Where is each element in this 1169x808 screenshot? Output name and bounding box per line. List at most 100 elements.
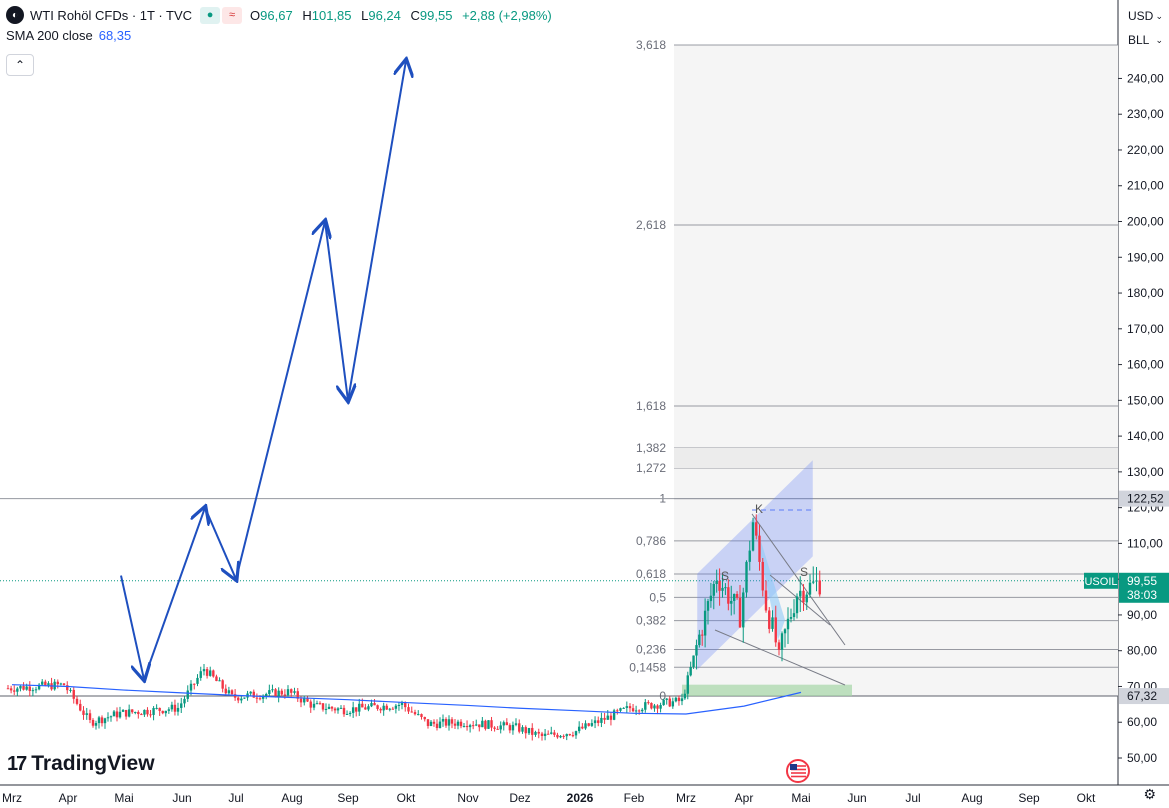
time-tick-label: Jul <box>228 791 243 805</box>
chart-legend: ◐ WTI Rohöl CFDs · 1T · TVC ● ≈ O96,67 H… <box>6 6 552 43</box>
candle <box>521 727 524 732</box>
candle <box>100 717 104 724</box>
gear-icon[interactable]: ⚙ <box>1143 786 1156 802</box>
price-tick-label: 130,00 <box>1127 465 1164 479</box>
candle <box>634 710 638 712</box>
candle <box>134 711 137 713</box>
candle <box>593 720 597 724</box>
candle <box>155 707 158 709</box>
candle <box>140 714 143 716</box>
candle <box>496 728 499 730</box>
candle <box>249 691 252 694</box>
candle <box>534 731 537 735</box>
candle <box>379 708 382 711</box>
data-provider-icon[interactable]: ≈ <box>222 6 243 24</box>
candle <box>556 734 559 738</box>
price-tick-label: 90,00 <box>1127 608 1157 622</box>
candle <box>742 592 745 628</box>
candle <box>237 697 240 701</box>
price-tick-label: 170,00 <box>1127 322 1164 336</box>
candle <box>152 707 155 715</box>
candle <box>812 581 815 583</box>
candle <box>183 698 186 704</box>
price-tick-label: 60,00 <box>1127 715 1157 729</box>
candle <box>88 713 92 720</box>
candle <box>764 590 768 611</box>
candle <box>44 681 47 686</box>
unit-selector[interactable]: BLL ⌄ <box>1124 30 1164 50</box>
projection-arrow <box>324 221 348 401</box>
projection-arrow <box>235 222 325 580</box>
candle <box>28 686 31 691</box>
candle <box>502 722 505 726</box>
candles <box>6 514 821 741</box>
candle <box>318 703 322 705</box>
candle <box>330 706 334 709</box>
candle <box>475 724 478 726</box>
candle <box>603 717 606 720</box>
time-tick-label: Jun <box>847 791 866 805</box>
symbol-title[interactable]: WTI Rohöl CFDs · 1T · TVC <box>30 7 193 23</box>
price-tick-label: 230,00 <box>1127 107 1164 121</box>
candle <box>209 670 212 676</box>
candle <box>774 617 777 643</box>
time-tick-label: Apr <box>735 791 754 805</box>
candle <box>758 535 761 562</box>
price-tick-label: 180,00 <box>1127 286 1164 300</box>
candle <box>471 725 475 727</box>
candle <box>364 707 367 710</box>
candle <box>367 706 370 710</box>
tradingview-logo-icon: 17 <box>7 752 27 775</box>
candle <box>131 709 134 713</box>
last-price-tag-bg <box>1119 572 1169 603</box>
candle <box>653 705 656 709</box>
candle <box>121 709 125 712</box>
symbol-tag: USOIL <box>1084 576 1117 588</box>
candle <box>456 721 460 726</box>
candle <box>400 702 404 705</box>
time-tick-label: Mai <box>791 791 810 805</box>
candle <box>462 725 466 727</box>
candle <box>25 686 28 690</box>
candle <box>490 720 493 728</box>
trendline <box>714 629 846 686</box>
candle <box>361 703 364 708</box>
collapse-legend-button[interactable]: ⌃ <box>6 54 34 76</box>
time-tick-label: Jun <box>172 791 191 805</box>
candle <box>671 701 675 707</box>
candle <box>199 671 202 678</box>
candle <box>815 580 818 582</box>
candle <box>435 723 439 729</box>
countdown-label: 38:03 <box>1127 588 1157 602</box>
currency-selector[interactable]: USD ⌄ <box>1124 6 1164 26</box>
candle <box>312 703 316 708</box>
time-tick-label: Okt <box>397 791 416 805</box>
candle <box>751 522 755 551</box>
candle <box>818 580 821 595</box>
candle <box>221 680 224 689</box>
pattern-label: S <box>800 565 808 579</box>
sma-legend[interactable]: SMA 200 close 68,35 <box>6 28 552 43</box>
price-tag-label: 67,32 <box>1127 689 1157 703</box>
candle <box>505 722 509 726</box>
brand-name: TradingView <box>31 752 155 775</box>
candle <box>348 712 352 714</box>
candle <box>376 705 379 709</box>
candle <box>158 707 161 711</box>
candle <box>173 704 177 712</box>
candle <box>47 683 50 686</box>
candle <box>571 735 575 737</box>
market-status-icon[interactable]: ● <box>200 6 221 24</box>
candle <box>339 707 343 709</box>
price-tick-label: 160,00 <box>1127 358 1164 372</box>
symbol-tag-bg <box>1084 572 1118 589</box>
last-price-label: 99,55 <box>1127 574 1157 588</box>
candle <box>481 720 484 728</box>
change-value: +2,88 (+2,98%) <box>462 7 552 23</box>
candle <box>683 693 687 699</box>
candle <box>628 706 632 709</box>
candle <box>447 719 451 726</box>
tradingview-brand[interactable]: 17 TradingView <box>7 752 155 776</box>
candle <box>514 723 518 725</box>
